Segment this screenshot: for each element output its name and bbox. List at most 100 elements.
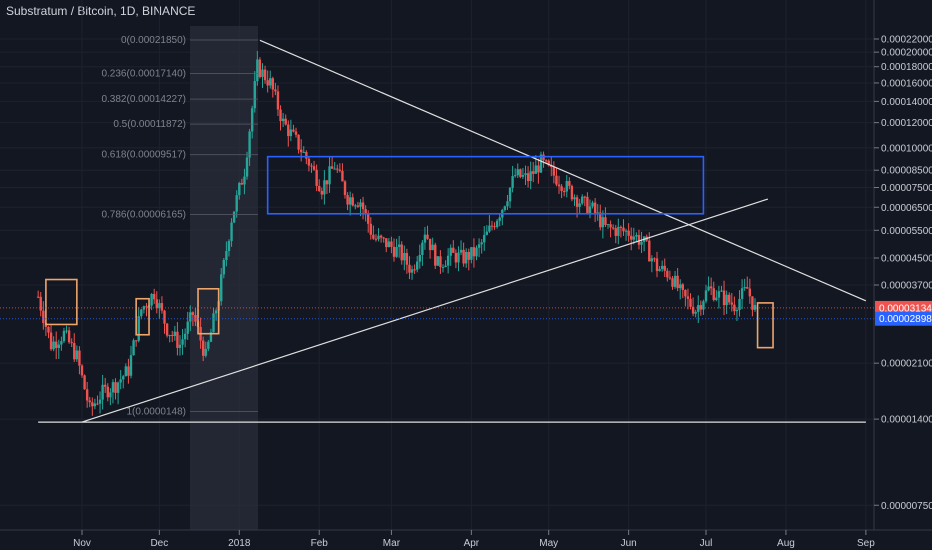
- candle-body: [176, 331, 179, 348]
- candle-body: [225, 251, 228, 260]
- candle-body: [619, 226, 623, 228]
- candle-body: [307, 158, 311, 166]
- candle-body: [158, 303, 161, 309]
- candle-body: [565, 181, 568, 192]
- candle-body: [717, 291, 721, 298]
- candle-body: [367, 213, 370, 224]
- candle-body: [699, 305, 703, 310]
- candle-body: [75, 350, 79, 360]
- candle-body: [214, 310, 218, 314]
- candle-body: [493, 226, 496, 228]
- candle-body: [201, 340, 205, 356]
- x-tick-label: Jul: [700, 538, 713, 549]
- candle-body: [454, 252, 458, 263]
- candle-body: [220, 274, 223, 302]
- candle-body: [140, 309, 143, 317]
- candle-body: [109, 392, 112, 398]
- candle-body: [310, 165, 313, 167]
- candle-body: [269, 78, 272, 86]
- candle-body: [209, 332, 213, 342]
- candle-body: [552, 167, 556, 176]
- price-tag: [875, 300, 932, 315]
- candle-body: [702, 301, 705, 310]
- fib-label: 0.618(0.00009517): [101, 150, 186, 161]
- candle-body: [573, 197, 576, 200]
- candle-body: [67, 330, 71, 343]
- candle-body: [640, 241, 643, 245]
- candle-body: [410, 269, 414, 273]
- candle-body: [178, 344, 182, 348]
- y-tick-label: 0.00001400: [881, 415, 932, 426]
- candle-body: [127, 366, 130, 376]
- candle-body: [253, 81, 256, 109]
- candle-body: [57, 344, 60, 348]
- candle-body: [372, 234, 375, 239]
- candle-body: [627, 230, 630, 236]
- candle-body: [725, 294, 728, 306]
- candle-body: [562, 191, 566, 193]
- time-axis[interactable]: Nov Dec 2018 Feb Mar Apr May Jun Jul Aug Sep: [73, 530, 875, 549]
- y-tick-label: 0.00010000: [881, 143, 932, 154]
- candle-body: [96, 403, 99, 405]
- candle-body: [524, 173, 527, 175]
- fib-label: 0(0.00021850): [121, 35, 186, 46]
- candle-body: [289, 129, 293, 137]
- candle-body: [70, 342, 73, 344]
- candle-body: [439, 256, 442, 268]
- candle-body: [346, 194, 349, 205]
- candle-body: [325, 180, 329, 185]
- fib-label: 0.236(0.00017140): [101, 68, 186, 79]
- candle-body: [679, 284, 682, 289]
- grid: [0, 0, 874, 530]
- candle-body: [601, 217, 605, 228]
- ascending-trendline: [81, 198, 769, 423]
- candle-body: [299, 149, 303, 153]
- candle-body: [617, 226, 620, 236]
- candle-body: [294, 131, 298, 135]
- candle-body: [232, 211, 236, 223]
- chart-title: Substratum / Bitcoin, 1D, BINANCE: [6, 4, 196, 18]
- candle-body: [660, 265, 664, 270]
- candle-body: [312, 166, 316, 170]
- candle-body: [694, 311, 697, 314]
- candle-body: [428, 238, 432, 251]
- candle-body: [142, 306, 146, 310]
- range-box: [266, 155, 705, 215]
- candle-body: [395, 247, 398, 257]
- candle-body: [464, 251, 468, 264]
- candle-body: [284, 118, 287, 125]
- x-tick-label: May: [539, 538, 558, 549]
- candle-body: [408, 264, 411, 273]
- x-tick-label: Jun: [621, 538, 637, 549]
- candle-body: [740, 288, 744, 299]
- candle-body: [730, 302, 733, 305]
- candle-body: [230, 222, 233, 242]
- fib-label: 0.382(0.00014227): [101, 94, 186, 105]
- price-axis[interactable]: 0.00022000 0.00020000 0.00018000 0.00016000…: [874, 35, 932, 512]
- y-tick-label: 0.00004500: [881, 253, 932, 264]
- candle-body: [65, 330, 68, 332]
- candle-body: [555, 175, 558, 185]
- highlight-box: [45, 278, 78, 326]
- candle-body: [238, 182, 241, 196]
- candle-body: [263, 69, 267, 81]
- candle-body: [506, 201, 509, 207]
- candle-body: [712, 288, 715, 300]
- candle-body: [343, 181, 347, 195]
- candle-body: [49, 332, 53, 350]
- candle-body: [390, 241, 393, 247]
- candle-body: [361, 202, 365, 210]
- y-tick-label: 0.00006500: [881, 203, 932, 214]
- y-tick-label: 0.00000750: [881, 501, 932, 512]
- y-tick-label: 0.00007500: [881, 183, 932, 194]
- candle-body: [470, 247, 473, 260]
- candle-body: [495, 220, 499, 228]
- candle-body: [403, 252, 406, 261]
- candle-body: [722, 290, 726, 306]
- candle-body: [653, 258, 656, 260]
- candle-body: [604, 217, 607, 225]
- x-tick-label: 2018: [228, 538, 251, 549]
- candle-body: [212, 313, 215, 333]
